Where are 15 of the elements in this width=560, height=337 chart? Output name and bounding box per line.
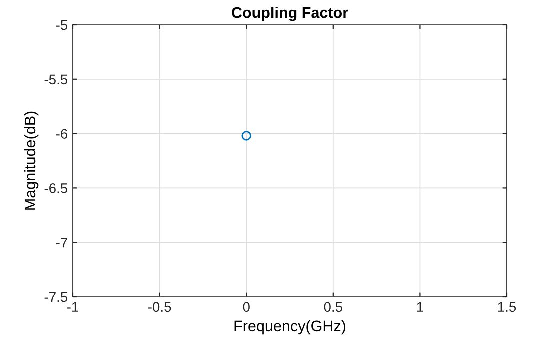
y-tick-label: -7 xyxy=(56,238,68,248)
x-tick-label: -0.5 xyxy=(148,302,172,312)
y-tick-label: -7.5 xyxy=(44,292,68,302)
x-tick-label: 1.5 xyxy=(498,302,516,312)
x-tick-label: 0.5 xyxy=(324,302,342,312)
y-tick-label: -5.5 xyxy=(44,74,68,85)
x-axis-title: Frequency(GHz) xyxy=(234,320,346,335)
y-tick-label: -6.5 xyxy=(44,184,68,194)
y-axis-title: Magnitude(dB) xyxy=(24,112,39,210)
y-tick-label: -5 xyxy=(56,20,68,30)
x-tick-label: 1 xyxy=(417,302,424,312)
y-tick-label: -6 xyxy=(56,129,68,139)
x-tick-label: 0 xyxy=(243,302,250,312)
x-tick-label: -1 xyxy=(67,302,78,312)
chart-title: Coupling Factor xyxy=(232,6,348,22)
